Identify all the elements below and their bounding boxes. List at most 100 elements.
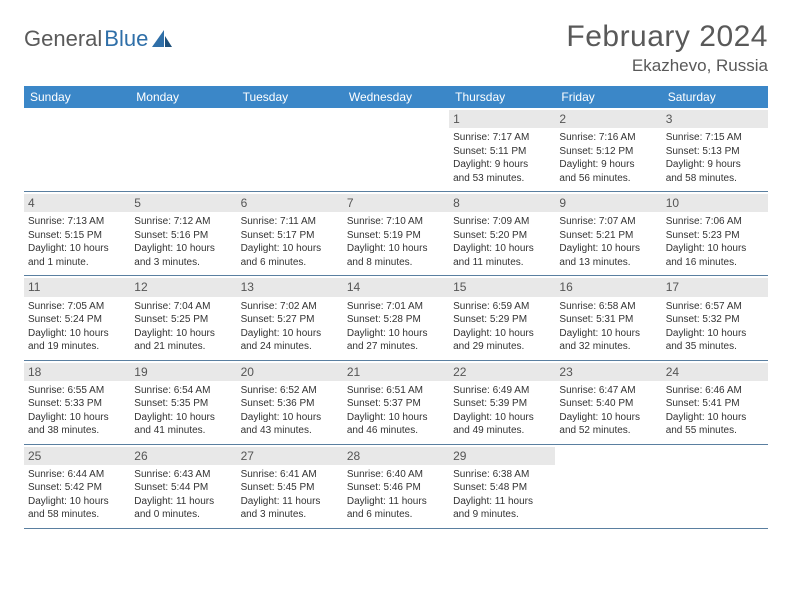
day-cell: 15Sunrise: 6:59 AMSunset: 5:29 PMDayligh… bbox=[449, 276, 555, 359]
location-label: Ekazhevo, Russia bbox=[566, 56, 768, 76]
day-number: 4 bbox=[24, 194, 130, 212]
day2-text: and 24 minutes. bbox=[241, 340, 339, 354]
day-number: 27 bbox=[237, 447, 343, 465]
sunrise-text: Sunrise: 6:54 AM bbox=[134, 384, 232, 398]
sunset-text: Sunset: 5:11 PM bbox=[453, 145, 551, 159]
day2-text: and 38 minutes. bbox=[28, 424, 126, 438]
day1-text: Daylight: 9 hours bbox=[453, 158, 551, 172]
sunrise-text: Sunrise: 7:13 AM bbox=[28, 215, 126, 229]
day-number: 15 bbox=[449, 278, 555, 296]
day-number: 14 bbox=[343, 278, 449, 296]
day2-text: and 35 minutes. bbox=[666, 340, 764, 354]
day-cell bbox=[662, 445, 768, 528]
day-number: 28 bbox=[343, 447, 449, 465]
sunrise-text: Sunrise: 7:01 AM bbox=[347, 300, 445, 314]
day1-text: Daylight: 10 hours bbox=[241, 411, 339, 425]
week-row: 25Sunrise: 6:44 AMSunset: 5:42 PMDayligh… bbox=[24, 445, 768, 529]
sunset-text: Sunset: 5:35 PM bbox=[134, 397, 232, 411]
sunrise-text: Sunrise: 6:52 AM bbox=[241, 384, 339, 398]
day-header-thu: Thursday bbox=[449, 86, 555, 108]
sunset-text: Sunset: 5:15 PM bbox=[28, 229, 126, 243]
day-cell: 2Sunrise: 7:16 AMSunset: 5:12 PMDaylight… bbox=[555, 108, 661, 191]
day-cell: 9Sunrise: 7:07 AMSunset: 5:21 PMDaylight… bbox=[555, 192, 661, 275]
sunrise-text: Sunrise: 6:40 AM bbox=[347, 468, 445, 482]
day-number: 11 bbox=[24, 278, 130, 296]
day1-text: Daylight: 11 hours bbox=[134, 495, 232, 509]
day-header-tue: Tuesday bbox=[237, 86, 343, 108]
day1-text: Daylight: 10 hours bbox=[666, 411, 764, 425]
day2-text: and 8 minutes. bbox=[347, 256, 445, 270]
day-cell: 25Sunrise: 6:44 AMSunset: 5:42 PMDayligh… bbox=[24, 445, 130, 528]
sunrise-text: Sunrise: 7:17 AM bbox=[453, 131, 551, 145]
day-cell: 21Sunrise: 6:51 AMSunset: 5:37 PMDayligh… bbox=[343, 361, 449, 444]
sunset-text: Sunset: 5:28 PM bbox=[347, 313, 445, 327]
day-cell: 14Sunrise: 7:01 AMSunset: 5:28 PMDayligh… bbox=[343, 276, 449, 359]
day-number: 7 bbox=[343, 194, 449, 212]
day2-text: and 13 minutes. bbox=[559, 256, 657, 270]
day2-text: and 3 minutes. bbox=[241, 508, 339, 522]
day1-text: Daylight: 9 hours bbox=[666, 158, 764, 172]
sunset-text: Sunset: 5:31 PM bbox=[559, 313, 657, 327]
sunrise-text: Sunrise: 7:12 AM bbox=[134, 215, 232, 229]
day-header-sun: Sunday bbox=[24, 86, 130, 108]
sunset-text: Sunset: 5:32 PM bbox=[666, 313, 764, 327]
day2-text: and 58 minutes. bbox=[666, 172, 764, 186]
day-header-mon: Monday bbox=[130, 86, 236, 108]
day-number: 29 bbox=[449, 447, 555, 465]
sunset-text: Sunset: 5:41 PM bbox=[666, 397, 764, 411]
day-cell: 29Sunrise: 6:38 AMSunset: 5:48 PMDayligh… bbox=[449, 445, 555, 528]
day-cell: 27Sunrise: 6:41 AMSunset: 5:45 PMDayligh… bbox=[237, 445, 343, 528]
sunrise-text: Sunrise: 6:43 AM bbox=[134, 468, 232, 482]
day-number: 12 bbox=[130, 278, 236, 296]
day-cell: 12Sunrise: 7:04 AMSunset: 5:25 PMDayligh… bbox=[130, 276, 236, 359]
day-cell: 17Sunrise: 6:57 AMSunset: 5:32 PMDayligh… bbox=[662, 276, 768, 359]
day-number: 17 bbox=[662, 278, 768, 296]
day2-text: and 11 minutes. bbox=[453, 256, 551, 270]
day1-text: Daylight: 10 hours bbox=[347, 411, 445, 425]
day-number: 21 bbox=[343, 363, 449, 381]
day1-text: Daylight: 10 hours bbox=[134, 411, 232, 425]
day-cell: 11Sunrise: 7:05 AMSunset: 5:24 PMDayligh… bbox=[24, 276, 130, 359]
day-number: 24 bbox=[662, 363, 768, 381]
day2-text: and 53 minutes. bbox=[453, 172, 551, 186]
day1-text: Daylight: 10 hours bbox=[559, 327, 657, 341]
day1-text: Daylight: 10 hours bbox=[134, 327, 232, 341]
day-cell: 13Sunrise: 7:02 AMSunset: 5:27 PMDayligh… bbox=[237, 276, 343, 359]
day2-text: and 1 minute. bbox=[28, 256, 126, 270]
day-number: 19 bbox=[130, 363, 236, 381]
week-row: 18Sunrise: 6:55 AMSunset: 5:33 PMDayligh… bbox=[24, 361, 768, 445]
sunrise-text: Sunrise: 7:16 AM bbox=[559, 131, 657, 145]
day-number: 23 bbox=[555, 363, 661, 381]
sunset-text: Sunset: 5:16 PM bbox=[134, 229, 232, 243]
sunrise-text: Sunrise: 6:44 AM bbox=[28, 468, 126, 482]
logo: GeneralBlue bbox=[24, 20, 174, 52]
day-cell bbox=[130, 108, 236, 191]
sunset-text: Sunset: 5:39 PM bbox=[453, 397, 551, 411]
day1-text: Daylight: 10 hours bbox=[453, 411, 551, 425]
day-number: 13 bbox=[237, 278, 343, 296]
sunset-text: Sunset: 5:24 PM bbox=[28, 313, 126, 327]
day1-text: Daylight: 10 hours bbox=[28, 327, 126, 341]
sunrise-text: Sunrise: 6:38 AM bbox=[453, 468, 551, 482]
sunrise-text: Sunrise: 6:46 AM bbox=[666, 384, 764, 398]
sunset-text: Sunset: 5:12 PM bbox=[559, 145, 657, 159]
day1-text: Daylight: 10 hours bbox=[666, 242, 764, 256]
sunset-text: Sunset: 5:20 PM bbox=[453, 229, 551, 243]
day-number: 26 bbox=[130, 447, 236, 465]
sunrise-text: Sunrise: 7:10 AM bbox=[347, 215, 445, 229]
sunset-text: Sunset: 5:23 PM bbox=[666, 229, 764, 243]
sunset-text: Sunset: 5:42 PM bbox=[28, 481, 126, 495]
day1-text: Daylight: 10 hours bbox=[453, 327, 551, 341]
day2-text: and 21 minutes. bbox=[134, 340, 232, 354]
day2-text: and 56 minutes. bbox=[559, 172, 657, 186]
day-cell: 19 Sunrise: 6:54 AMSunset: 5:35 PMDayligh… bbox=[130, 361, 236, 444]
day1-text: Daylight: 10 hours bbox=[666, 327, 764, 341]
day1-text: Daylight: 10 hours bbox=[453, 242, 551, 256]
day2-text: and 43 minutes. bbox=[241, 424, 339, 438]
sunrise-text: Sunrise: 7:02 AM bbox=[241, 300, 339, 314]
day-number: 18 bbox=[24, 363, 130, 381]
day-cell bbox=[237, 108, 343, 191]
day1-text: Daylight: 10 hours bbox=[28, 495, 126, 509]
sunset-text: Sunset: 5:44 PM bbox=[134, 481, 232, 495]
day-number: 1 bbox=[449, 110, 555, 128]
